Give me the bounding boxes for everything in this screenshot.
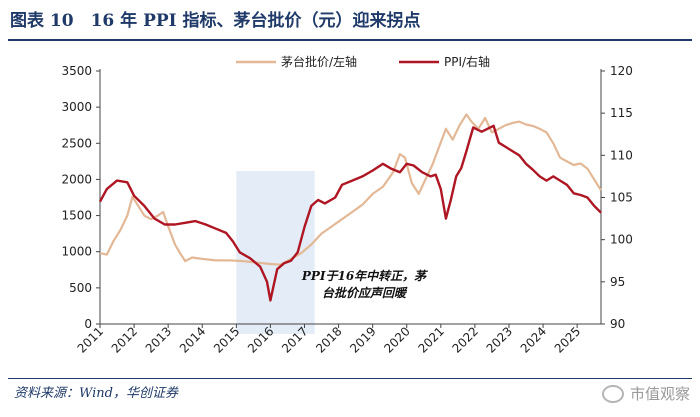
left-tick-label: 1500 bbox=[61, 209, 92, 223]
legend-label-ppi: PPI/右轴 bbox=[444, 54, 490, 69]
watermark: 市值观察 bbox=[601, 383, 690, 404]
x-tick-label: 2020 bbox=[381, 324, 412, 355]
right-tick-label: 120 bbox=[610, 64, 633, 78]
x-tick-label: 2024 bbox=[518, 324, 549, 355]
source-note: 资料来源：Wind，华创证券 bbox=[14, 386, 178, 401]
left-tick-label: 0 bbox=[84, 317, 92, 331]
right-tick-label: 105 bbox=[610, 191, 633, 205]
x-tick-label: 2018 bbox=[313, 324, 344, 355]
right-tick-label: 115 bbox=[610, 106, 633, 120]
x-tick-label: 2022 bbox=[450, 324, 481, 355]
footer-divider bbox=[8, 378, 692, 379]
x-tick-label: 2021 bbox=[415, 324, 446, 355]
chart-annotation: PPI于16年中转正，茅 台批价应声回暖 bbox=[284, 268, 444, 302]
x-tick-label: 2012 bbox=[109, 324, 140, 355]
weibo-icon bbox=[601, 384, 624, 403]
left-tick-label: 1000 bbox=[61, 245, 92, 259]
x-tick-label: 2023 bbox=[484, 324, 515, 355]
legend-label-moutai: 茅台批价/左轴 bbox=[281, 54, 357, 69]
right-tick-label: 95 bbox=[610, 275, 625, 289]
annotation-line-2: 台批价应声回暖 bbox=[321, 286, 406, 300]
x-tick-label: 2025 bbox=[552, 324, 583, 355]
moutai-price-line bbox=[99, 113, 602, 266]
right-tick-label: 90 bbox=[610, 317, 625, 331]
left-tick-label: 2000 bbox=[61, 172, 92, 186]
right-tick-label: 100 bbox=[610, 233, 633, 247]
x-tick-label: 2014 bbox=[177, 324, 208, 355]
left-tick-label: 3000 bbox=[61, 100, 92, 114]
chart-area: 0 500 1000 1500 2000 2500 3000 3500 90 95 100 105 11… bbox=[61, 54, 633, 356]
ppi-line bbox=[98, 124, 602, 302]
chart-title: 图表 10 16 年 PPI 指标、茅台批价（元）迎来拐点 bbox=[10, 11, 421, 31]
annotation-line-1: PPI于16年中转正，茅 bbox=[301, 269, 427, 283]
title-divider bbox=[8, 39, 692, 41]
x-tick-label: 2013 bbox=[143, 324, 174, 355]
watermark-text: 市值观察 bbox=[629, 385, 690, 403]
x-tick-label: 2011 bbox=[75, 324, 106, 355]
left-tick-label: 3500 bbox=[61, 64, 92, 78]
left-tick-label: 500 bbox=[69, 281, 92, 295]
left-tick-label: 2500 bbox=[61, 136, 92, 150]
right-tick-label: 110 bbox=[610, 148, 633, 162]
x-tick-label: 2019 bbox=[347, 324, 378, 355]
